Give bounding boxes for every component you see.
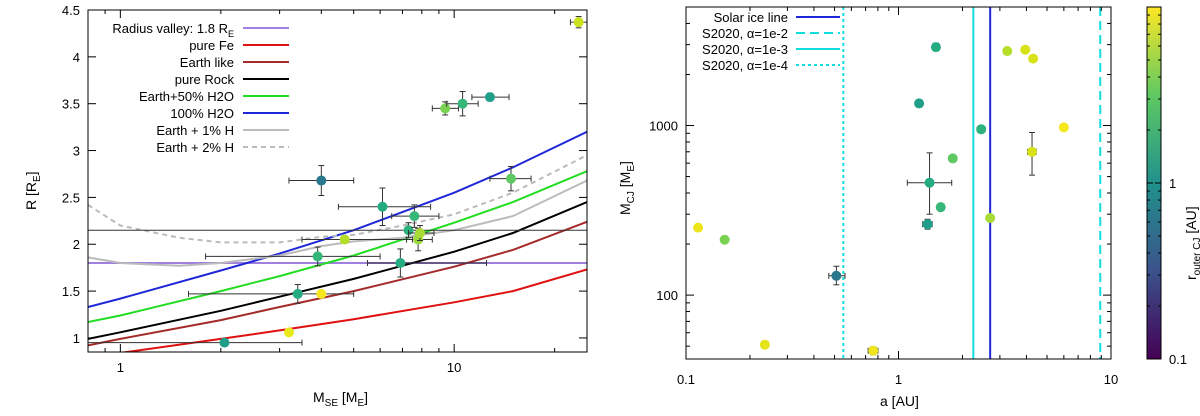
left-legend-label-4: Earth+50% H2O [139,89,234,104]
left-ytick-label-7: 4.5 [62,3,80,18]
right-point-13 [1002,46,1013,57]
right-point-14 [1020,44,1031,55]
left-point-6 [339,234,350,245]
right-point-2 [759,339,770,350]
right-point-1 [719,234,730,245]
colorbar-ticks: 0.11 [1147,14,1187,367]
left-data-points [88,16,587,348]
left-point-7 [377,201,388,212]
left-chart: 1 10 1 1.5 2 2.5 3 3.5 4 4.5 Radius valley: 1.8 R… [23,3,588,409]
right-point-4 [868,345,879,356]
left-legend-label-3: pure Rock [175,72,235,87]
right-legend-label-3: S2020, α=1e-4 [702,58,788,73]
right-point-3 [831,270,842,281]
right-point-15 [1028,53,1039,64]
right-legend-label-2: S2020, α=1e-3 [702,42,788,57]
left-point-8 [395,257,406,268]
right-ice-lines [842,7,1102,359]
left-point-0 [219,337,230,348]
right-xtick-label-2: 10 [1104,372,1118,387]
left-y-axis-label: R [RE] [23,171,43,210]
right-point-16 [1027,146,1038,157]
left-point-4 [312,251,323,262]
right-ytick-label-1: 1000 [649,119,678,134]
left-ytick-label-5: 3.5 [62,97,80,112]
left-point-1 [283,327,294,338]
left-legend-label-7: Earth + 2% H [156,140,234,155]
right-point-12 [985,212,996,223]
left-legend-label-0: Radius valley: 1.8 RE [112,21,234,39]
right-point-6 [922,219,933,230]
colorbar-label: router CJ [AU] [1183,206,1200,280]
right-point-17 [1058,122,1069,133]
right-point-7 [924,177,935,188]
right-xtick-label-0: 0.1 [677,372,695,387]
right-y-axis-label: MCJ [ME] [617,161,637,215]
left-legend-label-5: 100% H2O [170,106,234,121]
left-xtick-label-0: 1 [117,360,124,375]
left-legend-label-1: pure Fe [189,38,234,53]
left-point-2 [292,288,303,299]
left-ytick-label-3: 2.5 [62,190,80,205]
left-legend-label-6: Earth + 1% H [156,123,234,138]
left-x-axis-label: MSE [ME] [313,389,368,409]
right-point-11 [976,124,987,135]
left-point-16 [505,173,516,184]
left-xtick-label-1: 10 [447,360,461,375]
left-point-17 [573,17,584,28]
right-point-5 [914,98,925,109]
right-point-10 [947,153,958,164]
left-plot-frame [87,9,588,353]
colorbar-tick-label-1: 1 [1169,176,1176,191]
colorbar-tick-label-0: 0.1 [1169,352,1187,367]
right-point-9 [935,202,946,213]
right-xtick-label-1: 1 [895,372,902,387]
left-legend-label-2: Earth like [180,55,234,70]
right-axis-ticks: 0.1 1 10 100 1000 [649,7,1118,387]
left-curve-5 [88,130,587,308]
left-model-curves [88,130,587,352]
right-point-8 [930,42,941,53]
left-ytick-label-4: 3 [73,144,80,159]
left-curve-3 [88,201,587,340]
right-point-0 [693,222,704,233]
left-curve-1 [119,268,587,352]
left-curve-6 [88,179,587,267]
left-curve-2 [88,220,587,347]
left-curve-4 [88,170,587,323]
right-ytick-label-0: 100 [656,288,678,303]
left-point-13 [440,103,451,114]
right-legend-label-1: S2020, α=1e-2 [702,26,788,41]
left-point-12 [414,228,425,239]
left-ytick-label-6: 4 [73,50,80,65]
left-point-3 [316,288,327,299]
left-ytick-label-2: 2 [73,237,80,252]
left-ytick-label-1: 1.5 [62,284,80,299]
right-data-points [693,42,1069,356]
right-x-axis-label: a [AU] [880,393,919,409]
right-legend-label-0: Solar ice line [714,10,788,25]
left-point-15 [484,92,495,103]
left-ytick-label-0: 1 [73,331,80,346]
left-point-10 [409,211,420,222]
left-point-14 [457,98,468,109]
left-axis-ticks: 1 10 1 1.5 2 2.5 3 3.5 4 4.5 [62,3,587,375]
left-point-5 [316,175,327,186]
left-curve-7 [88,154,587,244]
